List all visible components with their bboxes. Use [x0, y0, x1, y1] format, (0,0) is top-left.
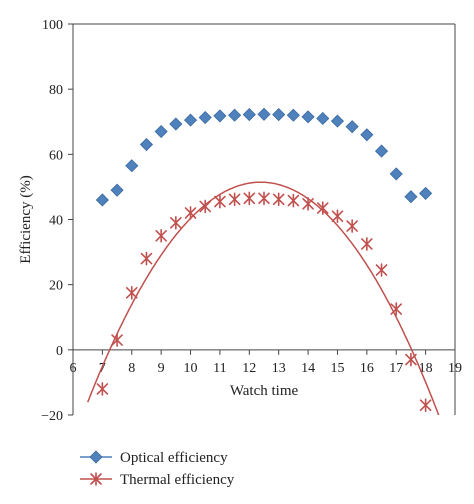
thermal-efficiency-point — [155, 228, 167, 243]
optical-efficiency-point — [419, 186, 433, 200]
x-tick-label: 15 — [330, 361, 344, 376]
x-tick-label: 13 — [272, 361, 286, 376]
x-tick-label: 12 — [242, 361, 256, 376]
x-tick-label: 18 — [419, 361, 433, 376]
legend-label: Optical efficiency — [120, 450, 228, 466]
thermal-efficiency-point — [243, 191, 256, 206]
thermal-efficiency-point — [419, 398, 432, 413]
optical-efficiency-point — [301, 110, 315, 124]
thermal-efficiency-point — [199, 199, 212, 214]
y-tick-label: 80 — [49, 83, 63, 98]
y-tick-label: 60 — [49, 148, 63, 163]
legend-marker — [90, 472, 102, 486]
optical-efficiency-point — [374, 144, 389, 158]
y-tick-label: 20 — [49, 279, 63, 294]
y-axis-ticks: −20 0 20 40 60 80 100 — [41, 18, 73, 424]
optical-efficiency-point — [345, 120, 359, 134]
thermal-efficiency-series — [87, 181, 440, 415]
optical-efficiency-point — [139, 137, 154, 152]
optical-efficiency-point — [286, 108, 300, 122]
x-tick-label: 8 — [128, 361, 135, 376]
legend: Optical efficiency Thermal efficiency — [80, 450, 235, 488]
series-layer — [87, 107, 440, 415]
optical-efficiency-series — [95, 107, 433, 207]
thermal-efficiency-point — [272, 192, 285, 207]
x-tick-label: 17 — [389, 361, 403, 376]
thermal-efficiency-point — [96, 382, 109, 396]
optical-efficiency-point — [95, 193, 109, 207]
thermal-efficiency-line — [87, 181, 440, 415]
optical-efficiency-point — [228, 108, 242, 122]
x-tick-label: 11 — [213, 361, 226, 376]
thermal-efficiency-point — [170, 215, 182, 230]
thermal-efficiency-point — [390, 302, 403, 316]
thermal-efficiency-point — [302, 197, 314, 211]
optical-efficiency-point — [198, 110, 212, 125]
optical-efficiency-point — [213, 109, 227, 123]
optical-efficiency-point — [272, 108, 286, 122]
thermal-efficiency-point — [111, 333, 123, 347]
thermal-efficiency-point — [346, 219, 358, 233]
thermal-efficiency-point — [331, 209, 344, 224]
thermal-efficiency-point — [361, 237, 373, 251]
optical-efficiency-point — [242, 108, 256, 122]
optical-efficiency-point — [257, 107, 271, 121]
thermal-efficiency-point — [214, 194, 226, 209]
y-tick-label: 100 — [42, 18, 63, 33]
legend-item-thermal-efficiency: Thermal efficiency — [80, 472, 235, 488]
x-axis-title: Watch time — [230, 383, 299, 399]
thermal-efficiency-point — [140, 251, 153, 266]
optical-efficiency-point — [183, 113, 198, 127]
optical-efficiency-point — [330, 114, 345, 128]
x-axis-ticks: 6 7 8 9 10 11 12 13 14 15 16 17 18 19 — [70, 349, 462, 376]
y-tick-label: −20 — [41, 409, 63, 424]
x-tick-label: 16 — [360, 361, 374, 376]
optical-efficiency-point — [110, 183, 124, 197]
thermal-efficiency-point — [125, 286, 138, 300]
optical-efficiency-point — [360, 128, 374, 142]
x-tick-label: 6 — [70, 361, 77, 376]
legend-marker — [89, 450, 103, 464]
thermal-efficiency-point — [405, 352, 417, 367]
optical-efficiency-point — [316, 111, 330, 126]
x-tick-label: 9 — [158, 361, 165, 376]
optical-efficiency-point — [404, 190, 418, 204]
legend-label: Thermal efficiency — [120, 472, 235, 488]
optical-efficiency-point — [154, 124, 168, 139]
optical-efficiency-point — [169, 117, 183, 131]
plot-frame — [72, 23, 456, 415]
thermal-efficiency-point — [228, 192, 241, 207]
thermal-efficiency-point — [258, 191, 270, 206]
y-tick-label: 40 — [49, 214, 63, 229]
x-tick-label: 10 — [184, 361, 198, 376]
x-tick-label: 14 — [301, 361, 315, 376]
y-axis-title: Efficiency (%) — [18, 175, 34, 263]
thermal-efficiency-point — [184, 206, 197, 220]
optical-efficiency-point — [389, 167, 403, 181]
legend-item-optical-efficiency: Optical efficiency — [80, 450, 228, 466]
thermal-efficiency-point — [316, 201, 329, 215]
thermal-efficiency-point — [287, 193, 300, 208]
thermal-efficiency-point — [375, 263, 388, 277]
y-tick-label: 0 — [56, 344, 63, 359]
optical-efficiency-point — [125, 159, 139, 173]
x-tick-label: 19 — [448, 361, 462, 376]
